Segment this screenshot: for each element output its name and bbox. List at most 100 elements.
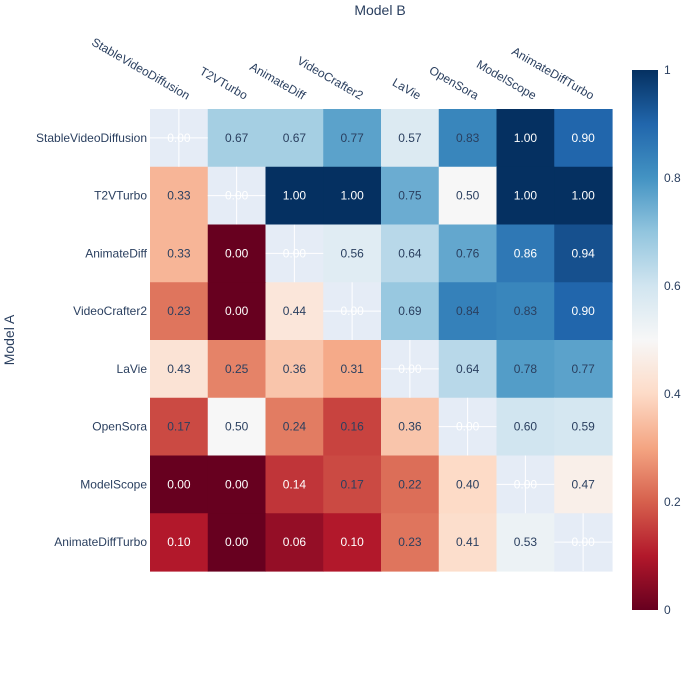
y-tick-label: AnimateDiff	[85, 246, 147, 260]
heatmap-cell	[554, 224, 613, 283]
heatmap-cell	[323, 166, 382, 226]
heatmap-cell-label: 0.00	[456, 420, 480, 434]
colorbar-tick-label: 0.8	[664, 171, 681, 185]
heatmap-cell	[207, 513, 267, 572]
heatmap-cell-label: 0.00	[225, 189, 249, 203]
x-tick-label: StableVideoDiffusion	[89, 35, 192, 103]
x-tick-label: VideoCrafter2	[295, 54, 366, 103]
heatmap-cell-label: 0.83	[514, 304, 538, 318]
heatmap-cell	[496, 166, 555, 226]
heatmap-cell	[438, 340, 498, 399]
heatmap-cell	[150, 166, 209, 226]
heatmap-cell-label: 0.00	[225, 535, 249, 549]
y-axis-ticks: StableVideoDiffusion T2VTurbo AnimateDiff V…	[36, 131, 148, 549]
heatmap-cell	[381, 282, 440, 341]
heatmap-cells	[150, 109, 613, 572]
heatmap-cell-label: 0.00	[398, 362, 422, 376]
heatmap-cell	[438, 513, 498, 572]
heatmap-cell-label: 0.31	[340, 362, 364, 376]
heatmap-cell	[207, 282, 267, 341]
heatmap-cell	[265, 109, 324, 168]
colorbar-ticks: 0 0.2 0.4 0.6 0.8 1	[664, 63, 681, 617]
heatmap-cell-label: 0.10	[340, 535, 364, 549]
heatmap-cell-label: 0.00	[340, 304, 364, 318]
heatmap-cell	[265, 282, 324, 341]
y-tick-label: VideoCrafter2	[73, 304, 147, 318]
heatmap-cell-label: 0.64	[398, 246, 422, 260]
heatmap-cell-label: 0.83	[456, 131, 480, 145]
heatmap-cell-label: 0.56	[340, 246, 364, 260]
heatmap-cell	[323, 224, 382, 283]
heatmap-cell	[265, 397, 324, 457]
heatmap-cell-label: 0.67	[283, 131, 307, 145]
heatmap-cell	[496, 109, 555, 168]
heatmap-cell-label: 0.60	[514, 420, 538, 434]
heatmap-cell-label: 0.86	[514, 246, 538, 260]
colorbar-tick-label: 0	[664, 603, 671, 617]
heatmap-cell	[496, 513, 555, 572]
colorbar-tick-label: 0.2	[664, 495, 681, 509]
heatmap-cell-label: 0.10	[167, 535, 191, 549]
heatmap-cell-label: 0.75	[398, 189, 422, 203]
heatmap-cell	[150, 224, 209, 283]
heatmap-cell-label: 1.00	[514, 189, 538, 203]
heatmap-cell	[381, 397, 440, 457]
heatmap-cell	[381, 109, 440, 168]
heatmap-cell-label: 1.00	[283, 189, 307, 203]
heatmap-cell-label: 0.14	[283, 477, 307, 491]
heatmap-cell-label: 0.90	[571, 131, 595, 145]
heatmap-cell-label: 0.50	[456, 189, 480, 203]
heatmap-cell	[496, 340, 555, 399]
heatmap-cell-label: 0.23	[167, 304, 191, 318]
heatmap-cell-label: 0.57	[398, 131, 422, 145]
heatmap-cell	[150, 340, 209, 399]
heatmap-cell	[554, 282, 613, 341]
heatmap-cell-label: 0.25	[225, 362, 249, 376]
y-axis-title: Model A	[1, 314, 17, 365]
colorbar-gradient	[632, 70, 658, 610]
heatmap-cell	[207, 397, 267, 457]
heatmap-cell-label: 0.77	[571, 362, 595, 376]
heatmap-cell-label: 0.40	[456, 477, 480, 491]
heatmap-cell-label: 0.00	[167, 477, 191, 491]
heatmap-cell-labels: 0.00 0.67 0.67 0.77 0.57 0.83 1.00 0.90 0.33 0.00…	[167, 131, 595, 549]
heatmap-cell-label: 0.36	[283, 362, 307, 376]
heatmap-cell	[323, 513, 382, 572]
heatmap-cell-label: 0.67	[225, 131, 249, 145]
heatmap-cell	[496, 397, 555, 457]
heatmap-cell-label: 0.17	[340, 477, 364, 491]
heatmap-cell	[438, 224, 498, 283]
heatmap-cell-label: 0.43	[167, 362, 191, 376]
colorbar-tick-label: 1	[664, 63, 671, 77]
heatmap-cell-label: 0.33	[167, 246, 191, 260]
x-tick-label: OpenSora	[427, 63, 482, 103]
heatmap-cell-label: 0.41	[456, 535, 480, 549]
heatmap-cell	[554, 109, 613, 168]
heatmap-cell-label: 0.69	[398, 304, 422, 318]
colorbar: 0 0.2 0.4 0.6 0.8 1	[632, 63, 681, 617]
heatmap-cell-label: 0.94	[571, 246, 595, 260]
heatmap-cell-label: 0.00	[514, 477, 538, 491]
y-tick-label: T2VTurbo	[94, 189, 147, 203]
heatmap-cell	[323, 109, 382, 168]
y-tick-label: OpenSora	[92, 420, 147, 434]
heatmap-cell	[496, 224, 555, 283]
heatmap-cell	[381, 224, 440, 283]
heatmap-cell	[150, 455, 209, 514]
heatmap-cell-label: 0.00	[283, 246, 307, 260]
heatmap-cell-label: 0.06	[283, 535, 307, 549]
heatmap-cell	[438, 282, 498, 341]
heatmap-cell	[207, 455, 267, 514]
y-tick-label: AnimateDiffTurbo	[54, 535, 147, 549]
heatmap-cell	[554, 340, 613, 399]
heatmap-cell-label: 0.23	[398, 535, 422, 549]
heatmap-cell	[207, 109, 267, 168]
heatmap-cell	[265, 166, 324, 226]
heatmap-cell	[207, 340, 267, 399]
heatmap-cell	[554, 166, 613, 226]
heatmap-cell	[207, 224, 267, 283]
heatmap-cell	[265, 340, 324, 399]
heatmap-cell-label: 0.90	[571, 304, 595, 318]
heatmap-cell	[265, 513, 324, 572]
heatmap-cell-label: 0.78	[514, 362, 538, 376]
